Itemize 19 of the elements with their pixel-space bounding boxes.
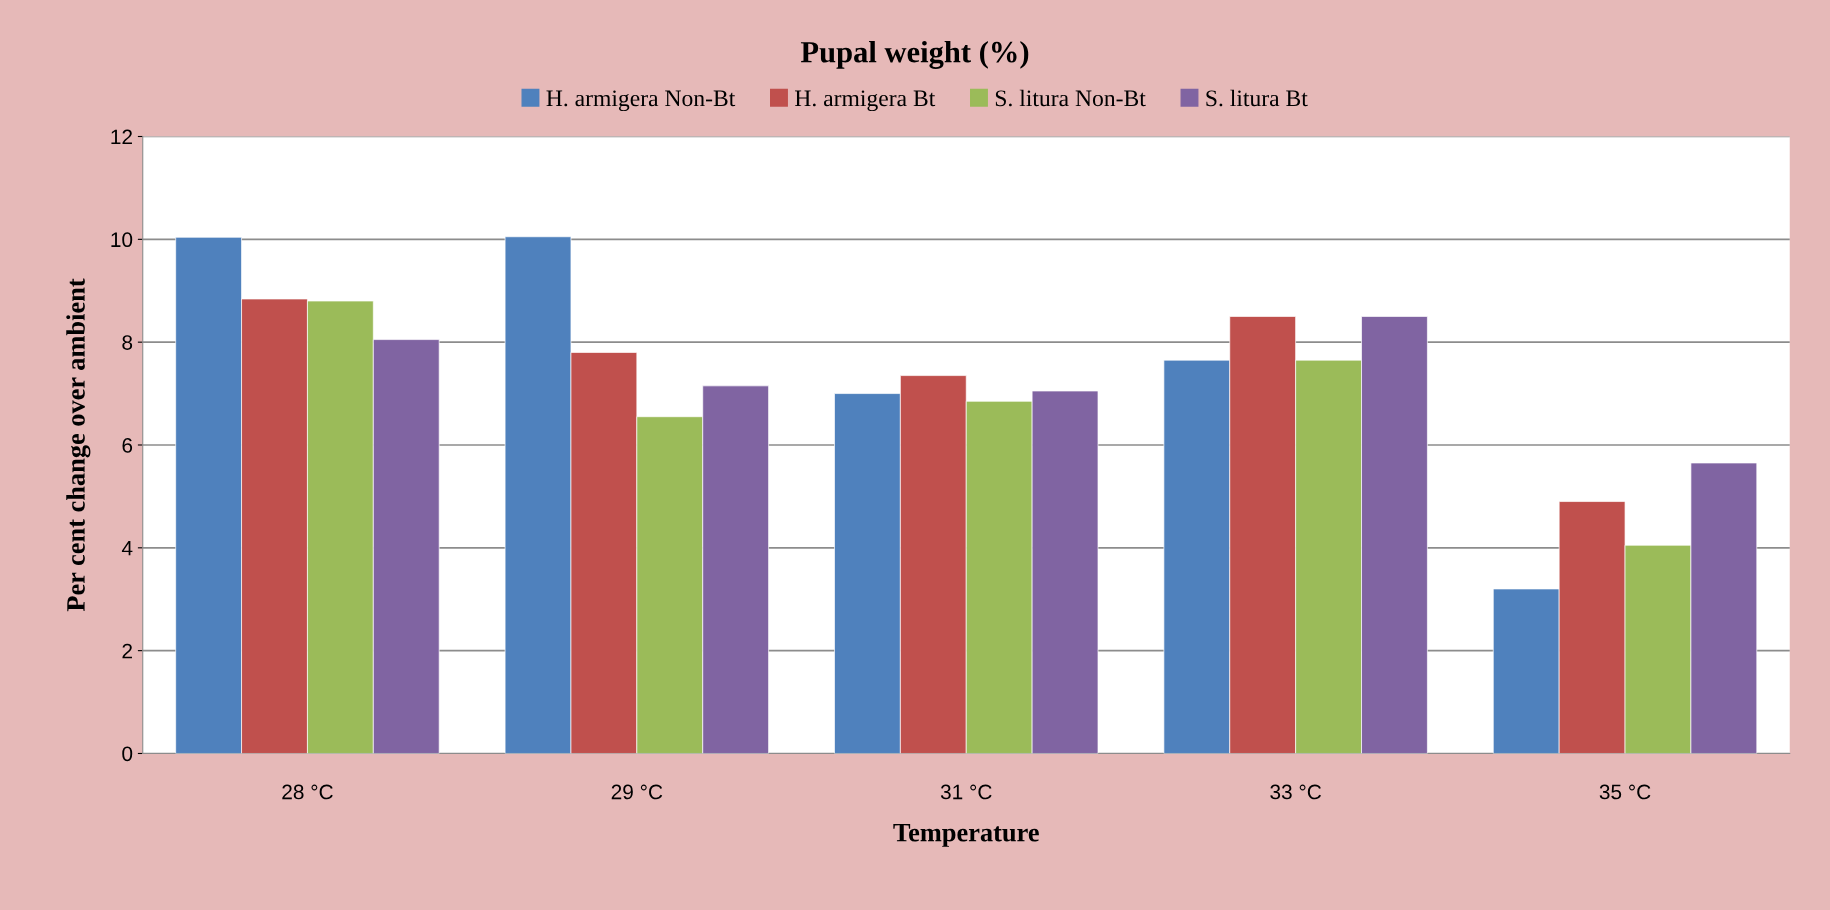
x-tick-label: 28 °C	[282, 784, 333, 800]
x-tick-label: 33 °C	[1270, 784, 1322, 800]
y-tick-label: 4	[121, 541, 133, 556]
y-tick-label: 2	[122, 643, 132, 659]
x-tick-label: 31 °C	[940, 784, 992, 800]
x-tick-label: 35 °C	[1599, 784, 1651, 800]
y-tick-label: 0	[122, 746, 133, 762]
y-tick-label: 6	[122, 437, 133, 453]
legend-label: H. armigera Non-Bt	[546, 90, 736, 112]
y-tick-label: 12	[111, 129, 132, 145]
legend-label: H. armigera Bt	[795, 90, 936, 112]
legend-label: S. litura Non-Bt	[995, 89, 1146, 107]
y-tick-label: 8	[122, 335, 133, 350]
x-tick-label: 29 °C	[611, 784, 663, 800]
y-tick-label: 10	[111, 232, 133, 248]
chart-title: Pupal weight (%)	[800, 40, 1029, 69]
legend-label: S. litura Bt	[1206, 89, 1308, 107]
y-axis-title: Per cent change over ambient	[66, 278, 91, 612]
x-axis-title: Temperature	[893, 823, 1039, 847]
